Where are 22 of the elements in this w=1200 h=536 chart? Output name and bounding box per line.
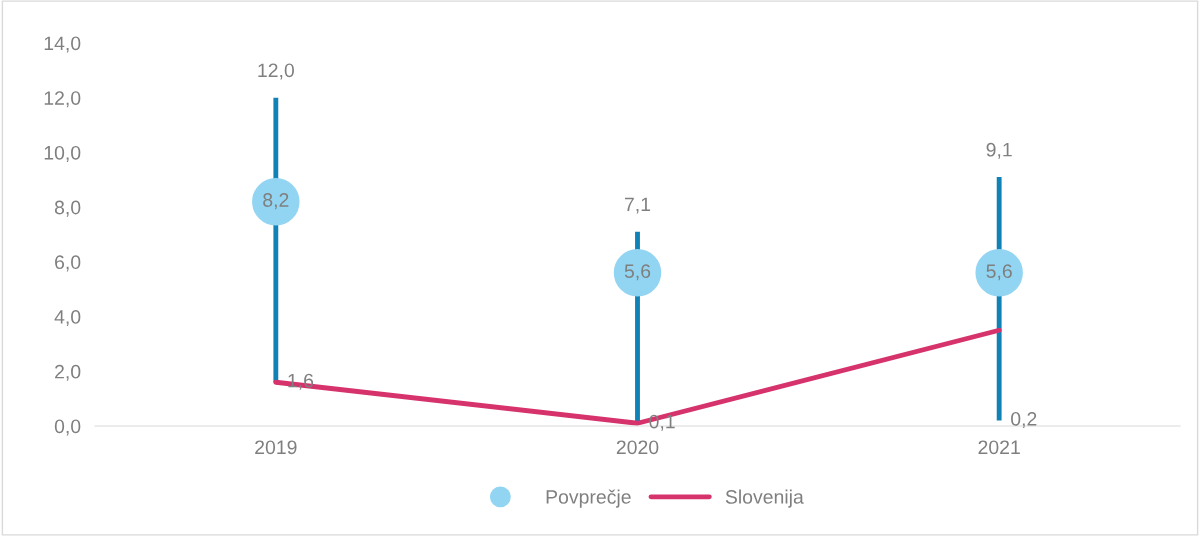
y-tick-label: 0,0 xyxy=(54,419,81,436)
annotation: 0,1 xyxy=(649,414,675,431)
x-tick-label: 2019 xyxy=(255,440,297,455)
annotation: 12,0 xyxy=(258,63,294,80)
x-tick-label: 2020 xyxy=(616,440,659,455)
y-tick-label: 2,0 xyxy=(55,364,81,381)
data-label: 5,6 xyxy=(624,264,651,281)
annotation: 1,6 xyxy=(288,373,314,390)
x-tick-label: 2021 xyxy=(978,440,1020,455)
y-tick-label: 10,0 xyxy=(44,145,81,162)
y-tick-label: 4,0 xyxy=(54,310,81,327)
annotation: 7,1 xyxy=(624,197,651,214)
y-tick-label: 14,0 xyxy=(44,36,81,53)
annotation: 9,1 xyxy=(986,142,1012,159)
y-tick-label: 8,0 xyxy=(54,200,81,217)
annotation: 0,2 xyxy=(1011,411,1037,429)
y-tick-label: 6,0 xyxy=(55,255,81,272)
legend-label: Slovenija xyxy=(725,489,804,508)
y-tick-label: 12,0 xyxy=(44,91,81,108)
data-label: 8,2 xyxy=(263,193,289,210)
legend-label: Povprečje xyxy=(546,489,631,508)
data-label: 5,6 xyxy=(986,264,1012,281)
